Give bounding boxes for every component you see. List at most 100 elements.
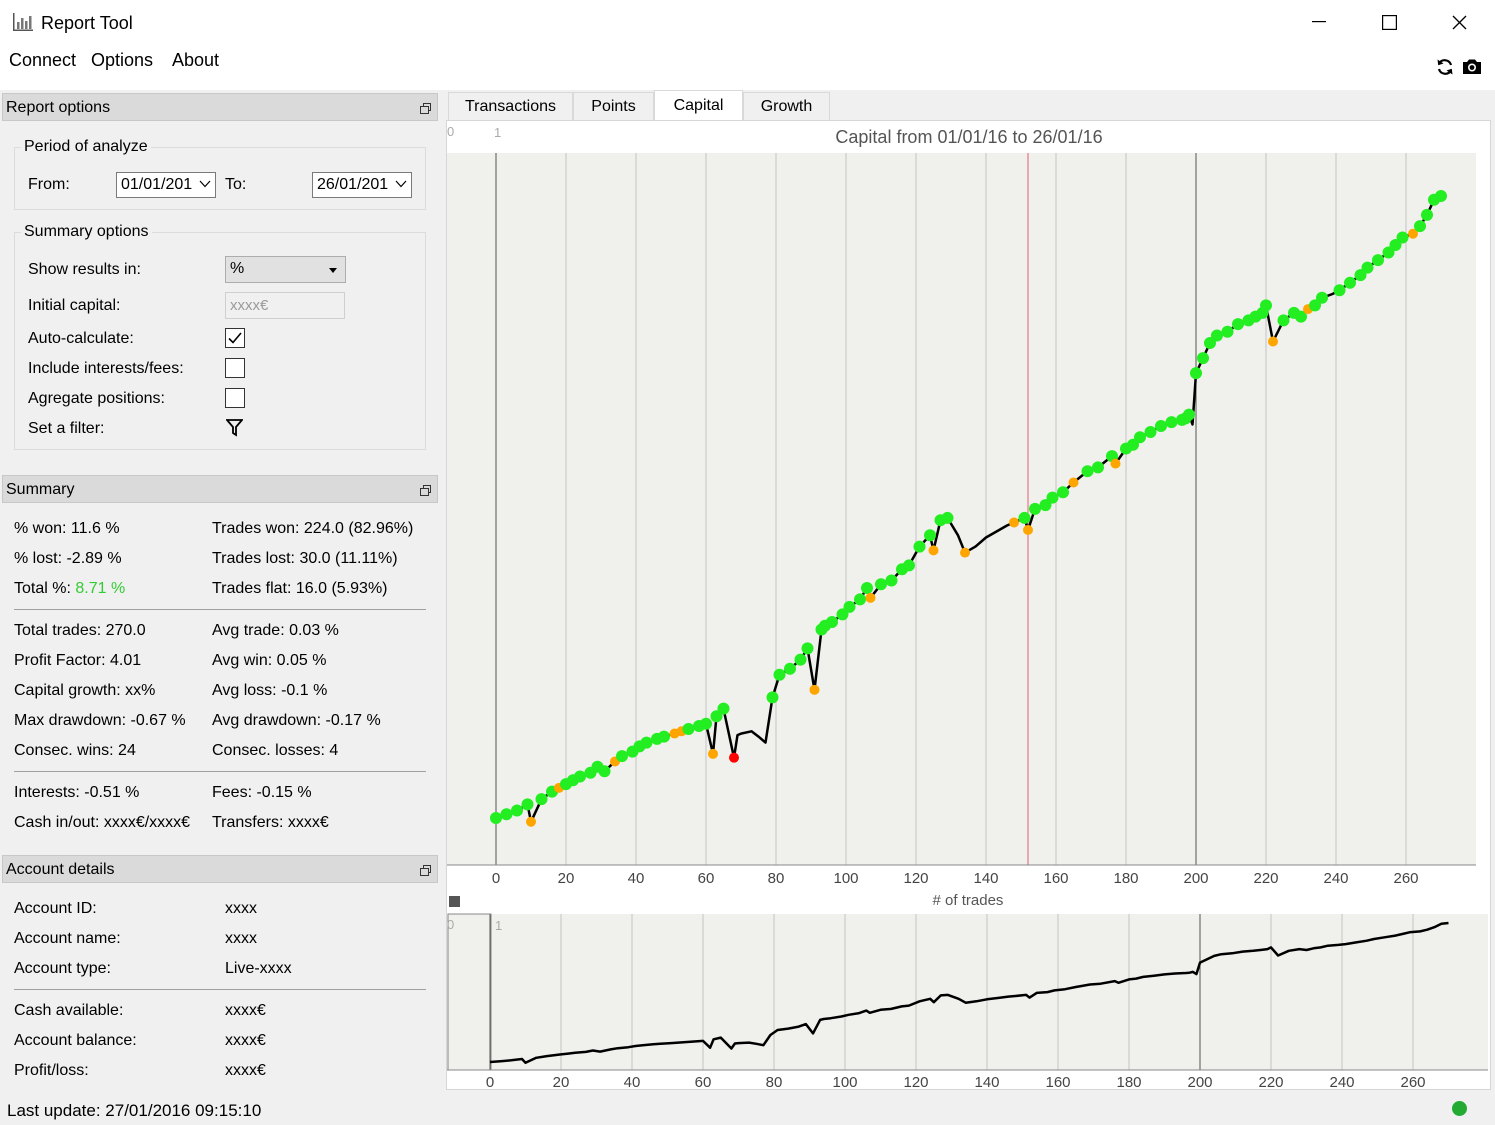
trade-point	[865, 592, 876, 603]
undock-icon[interactable]	[420, 103, 431, 114]
dropdown-arrow-icon	[329, 268, 337, 273]
undock-icon[interactable]	[420, 485, 431, 496]
x-tick-label: 20	[558, 870, 575, 887]
account-details-header[interactable]: Account details	[2, 855, 438, 883]
x-tick-label: 260	[1393, 870, 1418, 887]
trade-point	[1382, 246, 1395, 259]
trade-point	[535, 793, 548, 806]
trade-point	[1268, 336, 1278, 347]
trade-point	[843, 600, 856, 613]
summary-header[interactable]: Summary	[2, 475, 438, 503]
include-fees-checkbox[interactable]	[225, 358, 245, 378]
trades-flat: Trades flat: 16.0 (5.93%)	[212, 580, 388, 597]
undock-icon[interactable]	[420, 865, 431, 876]
capital-growth: Capital growth: xx%	[14, 682, 156, 699]
divider	[14, 989, 426, 990]
cash-available-label: Cash available:	[14, 1002, 124, 1019]
max-drawdown: Max drawdown: -0.67 %	[14, 712, 186, 729]
tab-points[interactable]: Points	[573, 92, 654, 120]
won-pct: % won: 11.6 %	[14, 520, 120, 537]
initial-capital-placeholder: xxxx€	[230, 297, 269, 314]
camera-icon[interactable]	[1462, 57, 1482, 77]
trade-point	[616, 750, 628, 763]
trade-point	[1389, 239, 1402, 252]
capital-chart[interactable]: 0 20 40 60 80 100 120 140 160 180 200 220 240 260 0 1 Ca…	[447, 121, 1490, 910]
initial-capital-input[interactable]: xxxx€	[225, 292, 345, 319]
chevron-down-icon	[395, 180, 407, 188]
trade-point	[511, 804, 523, 817]
trade-point	[1029, 502, 1041, 515]
menu-options[interactable]: Options	[91, 50, 154, 70]
trade-point	[1190, 367, 1202, 380]
overview-capital-line	[489, 921, 1449, 1065]
tab-growth-label: Growth	[760, 97, 813, 115]
report-options-header[interactable]: Report options	[2, 93, 438, 121]
x-tick-label: 120	[903, 870, 928, 887]
trade-point	[1295, 310, 1307, 323]
account-name-label: Account name:	[14, 930, 121, 947]
tab-capital[interactable]: Capital	[654, 90, 743, 121]
trade-point	[1396, 231, 1409, 244]
x-tick-label: 0	[492, 870, 500, 887]
total-pct-label: Total %:	[14, 580, 76, 597]
trade-point	[1046, 491, 1059, 504]
trade-point	[960, 547, 970, 558]
overview-x-tick-label: 180	[1116, 1074, 1141, 1089]
auto-calculate-checkbox[interactable]	[225, 328, 245, 348]
overview-chart[interactable]: 0 20 40 60 80 100 120 140 160 180 200 220 240 260 0 1	[447, 912, 1490, 1089]
from-date-value: 01/01/201	[121, 176, 193, 193]
report-options-title: Report options	[6, 99, 111, 116]
trade-point	[1408, 228, 1418, 239]
lost-pct: % lost: -2.89 %	[14, 550, 122, 567]
trade-point	[784, 662, 796, 675]
filter-icon[interactable]	[226, 419, 243, 437]
trade-point	[913, 540, 926, 553]
checkmark-icon	[228, 332, 242, 344]
overview-x-tick-label: 20	[553, 1074, 570, 1089]
account-id-value: xxxx	[225, 900, 257, 917]
avg-loss: Avg loss: -0.1 %	[212, 682, 328, 699]
maximize-button[interactable]	[1354, 0, 1424, 44]
trade-point	[1165, 416, 1178, 429]
x-tick-label: 240	[1323, 870, 1348, 887]
total-pct: Total %: 8.71 %	[14, 580, 125, 598]
trade-point	[924, 529, 936, 542]
trade-point	[1144, 425, 1157, 438]
trade-point	[708, 748, 718, 759]
refresh-icon[interactable]	[1435, 57, 1455, 77]
trade-point	[1421, 208, 1433, 221]
trade-point	[717, 702, 730, 715]
to-date-picker[interactable]: 26/01/201	[312, 172, 412, 198]
account-id-label: Account ID:	[14, 900, 97, 917]
window-title: Report Tool	[41, 13, 133, 33]
autoscale-icon	[449, 896, 460, 907]
overview-x-tick-label: 120	[903, 1074, 928, 1089]
close-button[interactable]	[1424, 0, 1494, 44]
overview-x-tick-label: 240	[1329, 1074, 1354, 1089]
overview-x-tick-label: 0	[486, 1074, 494, 1089]
x-tick-label: 100	[833, 870, 858, 887]
tab-transactions[interactable]: Transactions	[448, 92, 573, 120]
trade-point	[729, 752, 739, 763]
show-results-select[interactable]: %	[225, 256, 346, 283]
aggregate-checkbox[interactable]	[225, 388, 245, 408]
menu-about[interactable]: About	[172, 50, 220, 70]
overview-plot-area	[447, 914, 1488, 1070]
account-balance-value: xxxx€	[225, 1032, 266, 1049]
trade-point	[1344, 276, 1356, 289]
minimize-button[interactable]	[1284, 0, 1354, 44]
tab-growth[interactable]: Growth	[743, 92, 830, 120]
menu-connect[interactable]: Connect	[9, 50, 77, 70]
total-trades: Total trades: 270.0	[14, 622, 146, 639]
profit-factor: Profit Factor: 4.01	[14, 652, 142, 669]
trade-point	[1092, 461, 1104, 474]
trade-point	[1197, 352, 1209, 365]
trade-point	[500, 808, 513, 821]
account-balance-label: Account balance:	[14, 1032, 137, 1049]
trade-point	[766, 691, 779, 704]
avg-win: Avg win: 0.05 %	[212, 652, 327, 669]
from-date-picker[interactable]: 01/01/201	[116, 172, 216, 198]
divider	[14, 771, 426, 772]
trade-point	[1057, 486, 1069, 499]
x-tick-label: 140	[973, 870, 998, 887]
